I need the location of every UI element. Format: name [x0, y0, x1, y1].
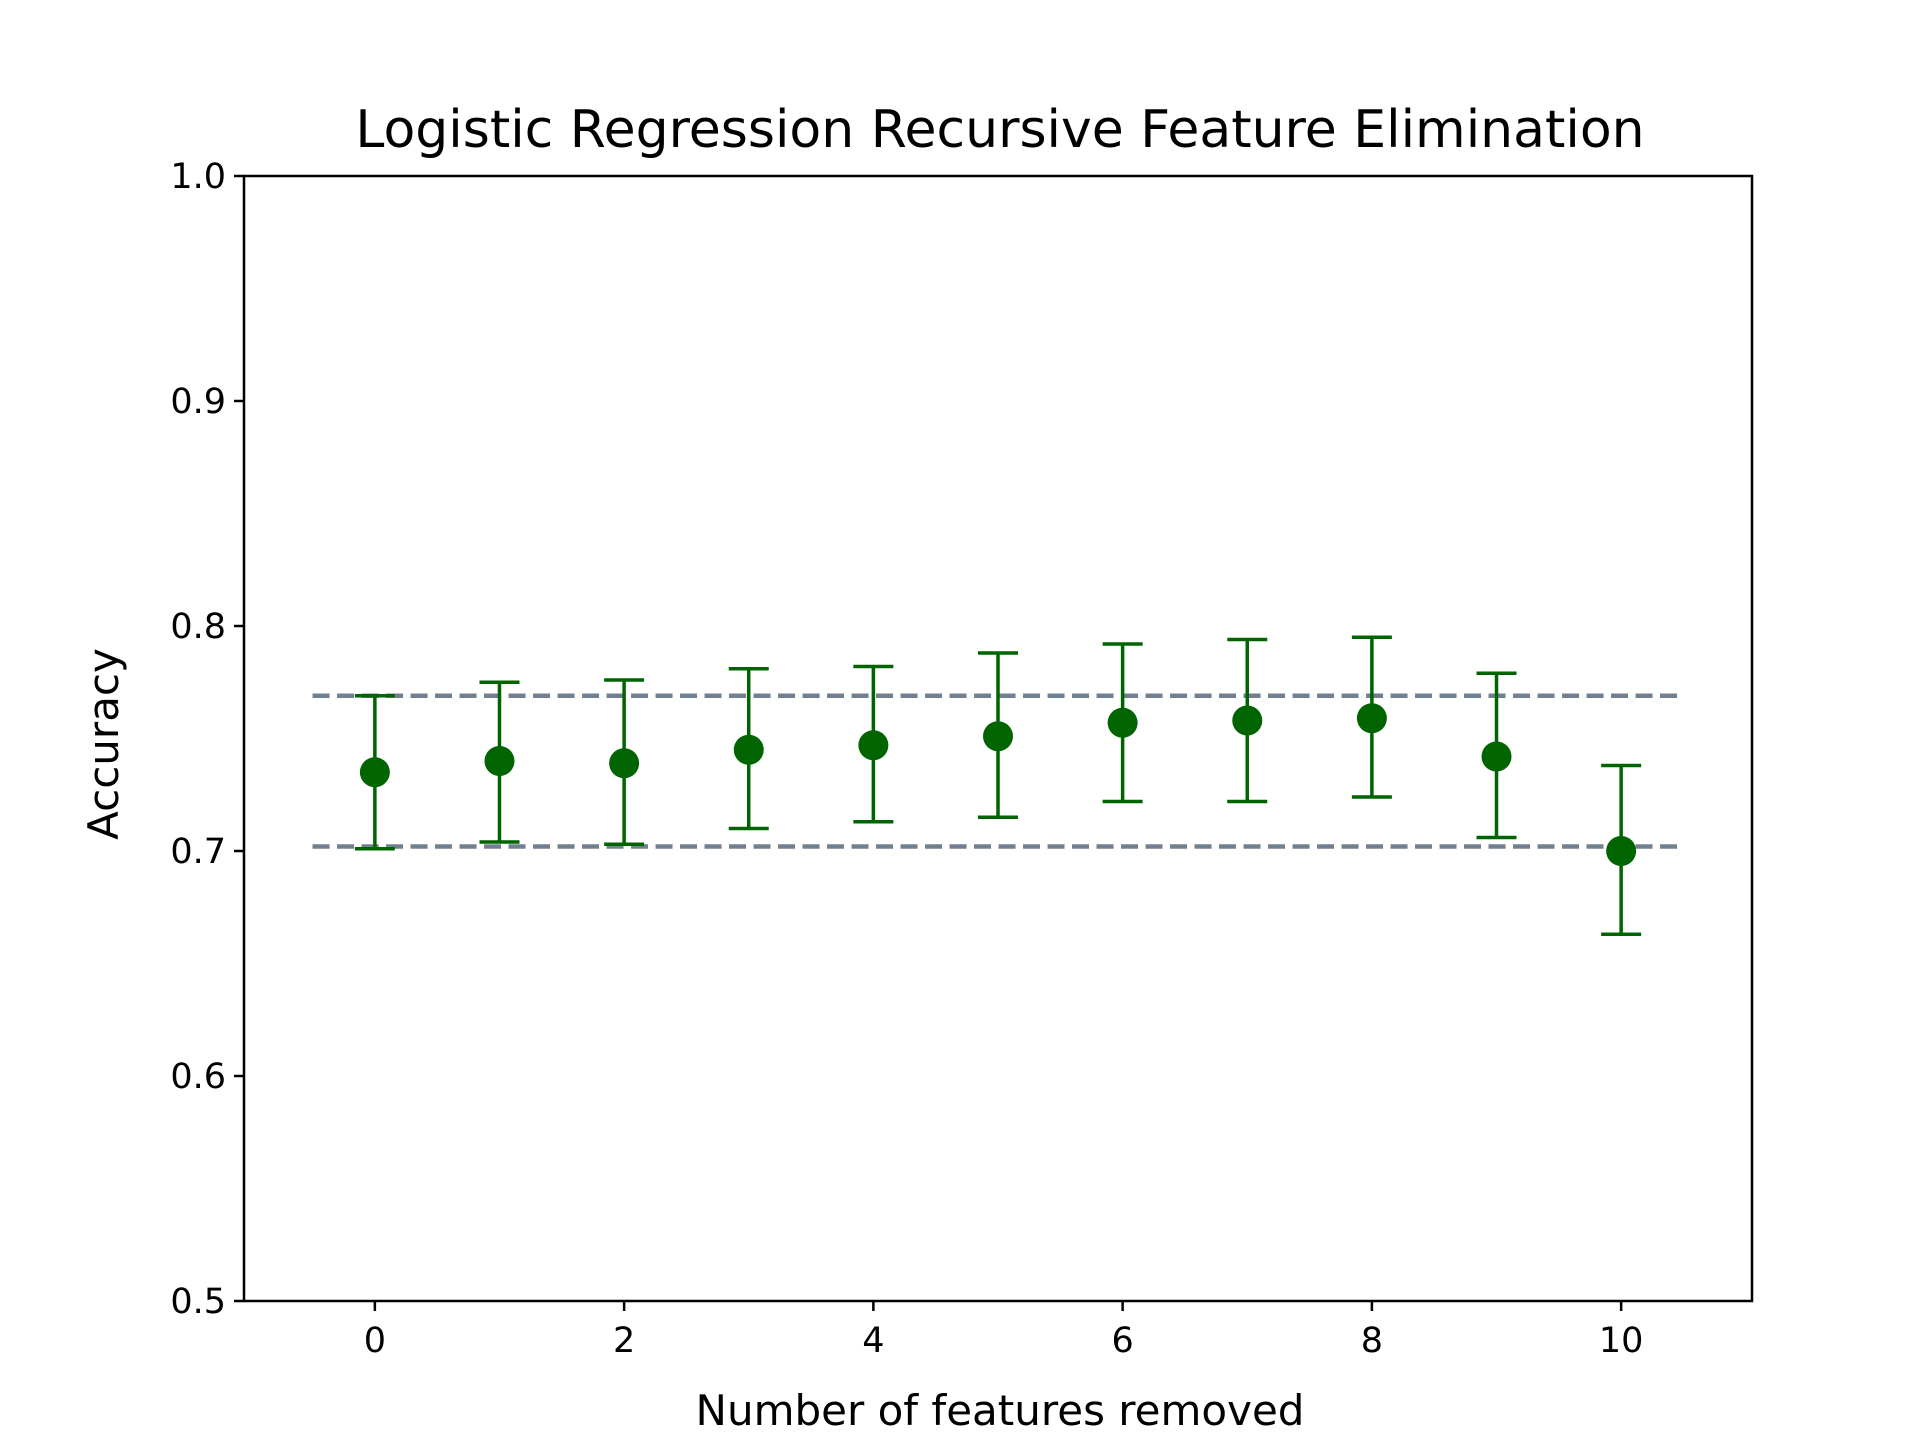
- data-point: [1481, 741, 1512, 772]
- x-tick-label: 6: [1111, 1321, 1133, 1361]
- y-tick-label: 0.7: [170, 832, 226, 872]
- data-point: [858, 730, 889, 761]
- x-tick-label: 10: [1599, 1321, 1644, 1361]
- data-point: [1232, 705, 1263, 736]
- y-axis-title: Accuracy: [79, 648, 128, 840]
- x-tick-label: 2: [613, 1321, 635, 1361]
- data-point: [733, 734, 764, 765]
- axes-frame: [242, 174, 1754, 1303]
- y-tick-label: 0.8: [170, 607, 226, 647]
- y-tick-label: 0.5: [170, 1282, 226, 1322]
- plot-layer: 0 2 4 6 8 10 0.5 0.6 0.7 0.8 0.9 1.0: [170, 157, 1754, 1361]
- y-tick-label: 0.9: [170, 382, 226, 422]
- y-tick-label: 1.0: [170, 157, 226, 197]
- data-point: [359, 757, 390, 788]
- data-point: [1606, 836, 1637, 866]
- y-tick-label: 0.6: [170, 1057, 226, 1097]
- x-axis-title: Number of features removed: [696, 1386, 1305, 1435]
- data-point: [983, 721, 1013, 752]
- x-tick-label: 8: [1361, 1321, 1383, 1361]
- chart-title: Logistic Regression Recursive Feature El…: [355, 100, 1644, 160]
- data-point: [1356, 703, 1387, 734]
- x-tick-label: 4: [862, 1321, 884, 1361]
- data-point: [1107, 707, 1138, 738]
- data-point: [484, 746, 515, 776]
- x-tick-label: 0: [364, 1321, 386, 1361]
- data-point: [609, 748, 640, 779]
